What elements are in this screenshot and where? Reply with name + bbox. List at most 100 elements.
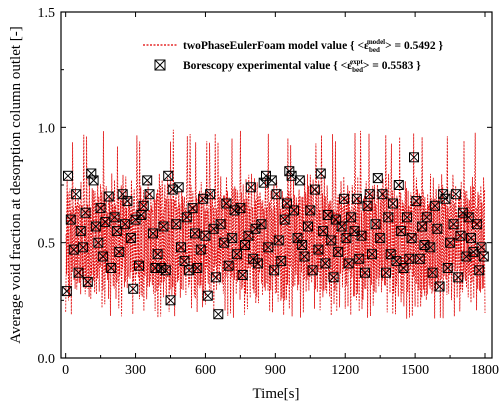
experimental-point [181,212,192,223]
experimental-point [305,205,316,216]
y-tick-label: 1.5 [38,6,56,21]
experimental-point [95,203,106,214]
experimental-point [106,263,117,273]
x-axis: 0 300 600 900 1200 1500 1800 [62,12,499,378]
experimental-point [136,210,147,220]
experimental-point [289,205,299,216]
x-tick-label: 1500 [401,363,429,378]
experimental-point [114,246,125,257]
experimental-point [200,230,211,241]
experimental-point [148,228,158,239]
y-axis-title: Average void fraction at desorption colu… [8,26,24,344]
experimental-point [354,253,365,264]
experimental-point [202,290,213,301]
experimental-point [429,200,440,211]
experimental-point [432,223,443,234]
legend-model-value: > = 0.5492 } [385,40,443,52]
legend-expt-subscript: bed [352,66,363,74]
experimental-point [398,263,409,273]
experimental-point [299,251,310,262]
experimental-point [381,267,391,278]
experimental-point [409,152,419,163]
experimental-point [210,272,221,283]
experimental-point [128,283,139,294]
experimental-point [75,226,86,237]
experimental-point [450,189,461,200]
experimental-point [171,219,182,230]
experimental-point [160,265,171,276]
experimental-point [315,168,326,179]
experimental-point [229,205,240,216]
experimental-point [377,189,388,200]
experimental-point [367,249,377,260]
experimental-point [120,219,131,230]
y-tick-label: 0.5 [38,237,56,252]
experimental-point [294,175,305,186]
experimental-point [144,189,155,200]
experimental-point [330,214,341,225]
legend-expt-text: Borescopy experimental value { <ε [183,60,352,72]
legend-expt-value: > = 0.5583 } [363,60,421,72]
experimental-point [297,240,308,250]
experimental-point [339,193,350,204]
legend-expt-label: Borescopy experimental value { <εbedexpt… [183,58,421,74]
experimental-series-markers [61,152,489,320]
experimental-point [474,265,485,276]
experimental-point [187,203,198,214]
experimental-point [65,214,76,225]
experimental-point [279,214,290,225]
experimental-point [307,265,318,276]
experimental-point [471,219,482,230]
experimental-point [440,193,451,204]
experimental-point [78,242,89,253]
legend-model-subscript: bed [369,46,380,54]
model-line-secondary [65,184,486,301]
plot-area [61,129,489,320]
experimental-point [309,184,320,195]
experimental-point [266,175,277,186]
experimental-point [213,309,224,320]
experimental-point [421,212,432,223]
experimental-point [271,189,282,200]
experimental-point [195,244,206,255]
experimental-point [383,212,394,223]
x-tick-label: 300 [125,363,146,378]
experimental-point [103,191,114,202]
experimental-point [231,249,242,260]
experimental-point [466,233,476,244]
experimental-point [360,267,370,278]
legend-model-text: twoPhaseEulerFoam model value { <ε [183,40,369,52]
experimental-point [125,233,136,244]
x-tick-label: 600 [195,363,216,378]
experimental-point [402,212,412,223]
experimental-point [404,253,415,264]
experimental-point [252,258,263,269]
experimental-point [388,198,398,209]
experimental-point [455,230,466,241]
experimental-point [215,219,226,230]
experimental-point [184,265,195,276]
experimental-point [227,233,238,244]
experimental-point [223,260,234,271]
experimental-point [463,212,474,223]
experimental-point [109,212,120,223]
experimental-point [205,189,216,200]
experimental-point [111,226,122,237]
experimental-point [406,233,417,244]
experimental-point [434,281,445,292]
experimental-point [142,175,153,186]
x-tick-label: 1800 [471,363,499,378]
experimental-point [313,244,324,255]
experimental-point [165,295,176,306]
experimental-point [303,221,313,232]
experimental-point [343,258,354,269]
experimental-point [414,253,425,264]
experimental-point [176,242,186,253]
experimental-point [245,182,256,193]
experimental-point [221,198,232,209]
experimental-point [73,267,84,278]
experimental-point [318,226,329,237]
experimental-point [173,182,184,193]
experimental-point [396,226,407,237]
